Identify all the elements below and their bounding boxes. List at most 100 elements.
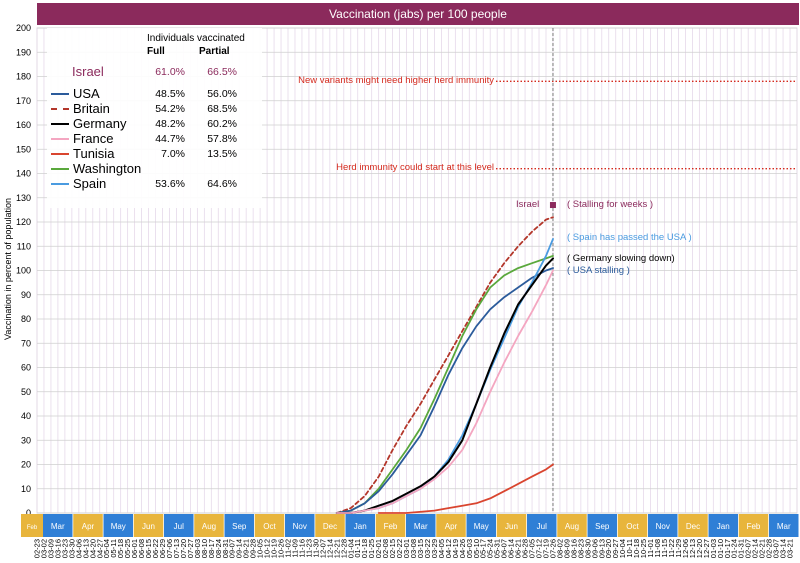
month-label: Mar [414,522,428,531]
month-tile [587,514,617,537]
x-tick-label: 11-01 [646,539,655,558]
y-tick-label: 100 [16,266,31,276]
x-tick-label: 09-21 [242,539,251,558]
x-tick-label: 03-30 [67,539,76,558]
x-tick-label: 05-10 [472,539,481,558]
x-tick-label: 01-17 [723,539,732,558]
month-tile [769,514,799,537]
month-label: Apr [82,522,95,531]
x-tick-label: 01-31 [737,539,746,558]
x-tick-label: 11-02 [284,539,293,558]
x-tick-label: 10-18 [632,539,641,558]
x-tick-label: 04-26 [458,539,467,558]
x-tick-label: 09-28 [249,539,258,558]
x-tick-label: 01-10 [716,539,725,558]
legend-col-full: Full [147,46,165,57]
legend-row-germany: Germany 48.2% 60.2% [47,116,262,131]
x-tick-label: 02-28 [765,539,774,558]
month-label: Sep [595,522,610,531]
series-line-tunisia [377,463,554,514]
legend-swatch [51,168,69,170]
y-tick-label: 50 [21,387,31,397]
x-tick-label: 04-12 [444,539,453,558]
x-tick-label: 01-03 [709,539,718,558]
series-line-usa [335,267,554,514]
legend-row-britain: Britain 54.2% 68.5% [47,101,262,116]
month-tile [285,514,315,537]
x-tick-label: 10-26 [277,539,286,558]
month-tile [43,514,73,537]
x-tick-label: 11-15 [660,539,669,558]
series-line-washington [335,255,554,514]
month-tile [164,514,194,537]
month-label: Oct [263,522,276,531]
month-tile [738,514,769,537]
x-tick-label: 02-14 [751,539,760,558]
legend-partial: 68.5% [207,103,237,115]
month-label: Jan [717,522,730,531]
month-label: Nov [293,522,307,531]
x-tick-label: 11-23 [304,539,313,558]
x-tick-label: 07-06 [165,539,174,558]
x-tick-label: 05-11 [109,539,118,558]
month-tile [557,514,587,537]
x-tick-label: 09-20 [604,539,613,558]
month-label: Sep [232,522,247,531]
x-tick-label: 04-05 [437,539,446,558]
month-label: Mar [777,522,791,531]
legend-header: Individuals vaccinated [147,33,245,44]
chart-title: Vaccination (jabs) per 100 people [37,3,799,25]
x-tick-label: 12-21 [332,539,341,558]
legend-partial: 13.5% [207,148,237,160]
month-label: Aug [202,522,216,531]
legend-swatch [51,123,69,125]
month-label: Feb [747,522,761,531]
month-label: Oct [626,522,639,531]
month-label: Feb [27,525,38,531]
legend-full: 44.7% [155,133,185,145]
x-tick-label: 06-08 [137,539,146,558]
y-tick-label: 20 [21,460,31,470]
x-tick-label: 06-01 [130,539,139,558]
x-tick-label: 05-25 [123,539,132,558]
x-tick-label: 03-21 [786,539,795,558]
x-tick-label: 03-14 [779,539,788,558]
month-label: Jan [354,522,367,531]
y-tick-label: 140 [16,169,31,179]
x-tick-label: 08-09 [562,539,571,558]
legend-row-spain: Spain 53.6% 64.6% [47,176,262,191]
legend-partial: 66.5% [207,66,237,78]
legend-full: 48.5% [155,88,185,100]
legend-swatch [51,138,69,140]
x-tick-label: 10-11 [625,539,634,558]
x-tick-label: 07-05 [528,539,537,558]
legend-name: Britain [73,101,110,116]
x-tick-label: 11-22 [667,539,676,558]
x-tick-label: 11-29 [674,539,683,558]
month-tile [103,514,133,537]
y-tick-label: 120 [16,217,31,227]
x-tick-label: 08-23 [576,539,585,558]
x-tick-label: 01-25 [367,539,376,558]
x-tick-label: 04-06 [74,539,83,558]
x-tick-label: 07-20 [179,539,188,558]
legend-full: 7.0% [161,148,185,160]
x-tick-label: 04-20 [88,539,97,558]
month-tile [21,514,43,537]
x-tick-label: 12-13 [688,539,697,558]
x-tick-label: 03-22 [423,539,432,558]
x-tick-label: 03-01 [402,539,411,558]
month-label: Nov [656,522,670,531]
x-tick-label: 05-31 [493,539,502,558]
x-tick-label: 10-04 [618,539,627,558]
y-tick-label: 170 [16,96,31,106]
legend-row-usa: USA 48.5% 56.0% [47,86,262,101]
annotation-variants: New variants might need higher herd immu… [298,75,494,86]
legend-name: USA [73,86,100,101]
x-tick-label: 06-22 [151,539,160,558]
y-tick-label: 130 [16,193,31,203]
x-tick-label: 10-12 [263,539,272,558]
series-line-britain [335,216,554,514]
x-tick-label: 09-07 [228,539,237,558]
